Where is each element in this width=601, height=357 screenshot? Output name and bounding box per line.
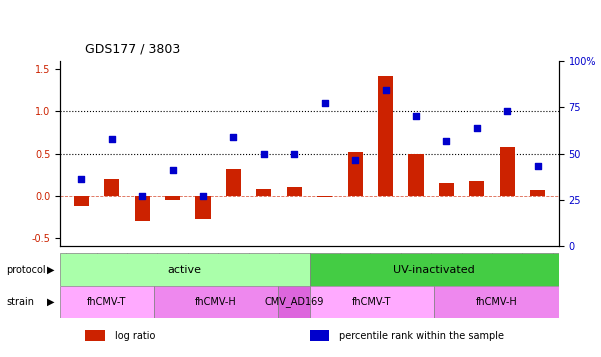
- Point: [228, 134, 238, 140]
- Bar: [310, 330, 329, 341]
- Text: log ratio: log ratio: [115, 331, 155, 341]
- Text: active: active: [168, 265, 202, 275]
- Point: [168, 167, 177, 173]
- Bar: [347, 152, 363, 196]
- Point: [290, 151, 299, 156]
- Point: [107, 136, 117, 142]
- Point: [533, 163, 543, 169]
- Point: [472, 125, 481, 131]
- Bar: [195, 196, 211, 219]
- Point: [502, 109, 512, 114]
- Point: [350, 157, 360, 163]
- Point: [442, 138, 451, 144]
- Bar: [378, 76, 393, 196]
- Text: CMV_AD169: CMV_AD169: [264, 296, 323, 307]
- Text: ▶: ▶: [47, 265, 55, 275]
- Point: [198, 193, 208, 198]
- Bar: [469, 181, 484, 196]
- Point: [320, 100, 329, 106]
- FancyBboxPatch shape: [154, 286, 278, 318]
- Bar: [74, 196, 89, 206]
- Bar: [439, 183, 454, 196]
- Bar: [226, 169, 241, 196]
- Point: [76, 176, 86, 182]
- Text: UV-inactivated: UV-inactivated: [393, 265, 475, 275]
- Text: fhCMV-H: fhCMV-H: [476, 297, 517, 307]
- Text: ▶: ▶: [47, 297, 55, 307]
- FancyBboxPatch shape: [310, 253, 559, 286]
- Text: fhCMV-H: fhCMV-H: [195, 297, 237, 307]
- Bar: [165, 196, 180, 200]
- FancyBboxPatch shape: [310, 286, 435, 318]
- FancyBboxPatch shape: [278, 286, 310, 318]
- FancyBboxPatch shape: [60, 286, 154, 318]
- Bar: [287, 187, 302, 196]
- Text: GDS177 / 3803: GDS177 / 3803: [85, 42, 180, 55]
- Bar: [317, 196, 332, 197]
- Bar: [85, 330, 105, 341]
- FancyBboxPatch shape: [435, 286, 559, 318]
- Text: protocol: protocol: [6, 265, 46, 275]
- Text: strain: strain: [6, 297, 34, 307]
- Point: [138, 193, 147, 198]
- Text: fhCMV-T: fhCMV-T: [352, 297, 392, 307]
- Point: [411, 113, 421, 119]
- Bar: [135, 196, 150, 221]
- Bar: [104, 179, 120, 196]
- Bar: [530, 190, 545, 196]
- Text: fhCMV-T: fhCMV-T: [87, 297, 127, 307]
- Bar: [408, 154, 424, 196]
- Bar: [499, 147, 515, 196]
- Text: percentile rank within the sample: percentile rank within the sample: [340, 331, 504, 341]
- Point: [259, 151, 269, 156]
- FancyBboxPatch shape: [60, 253, 310, 286]
- Point: [381, 87, 391, 93]
- Bar: [256, 189, 272, 196]
